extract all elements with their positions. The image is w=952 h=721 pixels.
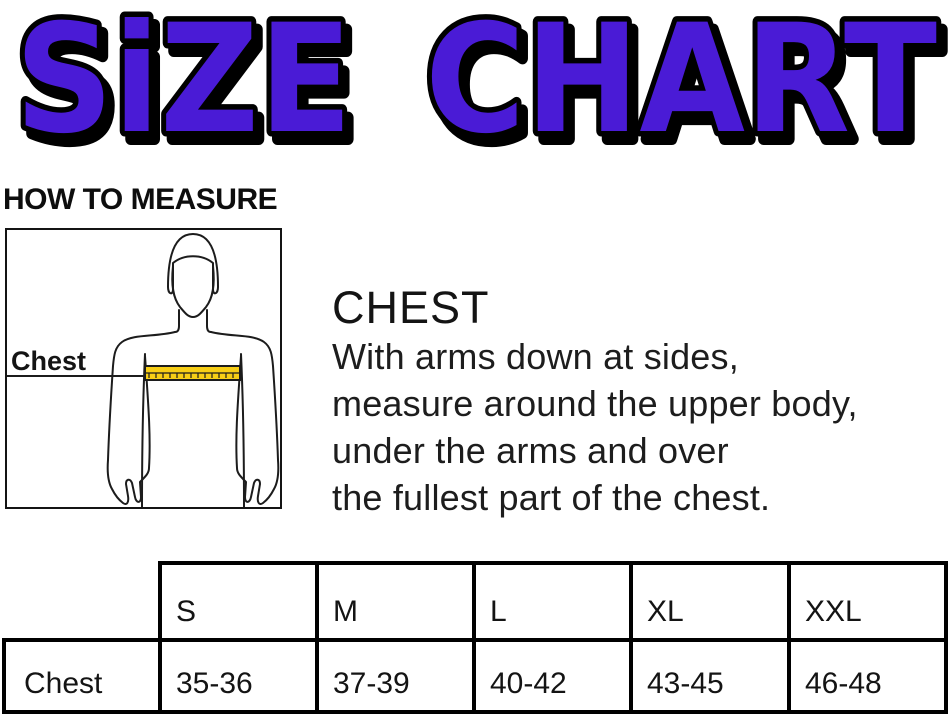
title-shadow: SiZE CHART [21,1,943,155]
chest-value-xxl: 46-48 [787,638,948,714]
figure-right-arm [210,331,280,506]
size-col-l: L [472,561,633,642]
chest-heading: CHEST [332,282,490,333]
instruction-line: measure around the upper body, [332,383,858,424]
instruction-line: under the arms and over [332,430,729,471]
instruction-line: With arms down at sides, [332,336,739,377]
size-table-chest-row: Chest 35-36 37-39 40-42 43-45 46-48 [2,638,948,714]
figure-hair [167,233,219,295]
diagram-chest-label: Chest [11,346,86,376]
page-title: SiZE CHART [15,0,937,155]
size-table-corner-cell [4,563,160,640]
instruction-line: the fullest part of the chest. [332,477,771,518]
how-to-measure-heading: HOW TO MEASURE [3,183,278,216]
figure-neck [174,309,212,333]
size-col-xl: XL [629,561,791,642]
size-table: S M L XL XXL Chest 35-36 37-39 40-42 43-… [2,561,948,714]
figure-face [171,265,215,318]
chest-value-xl: 43-45 [629,638,791,714]
figure-left-arm [106,331,176,506]
chest-instructions: CHEST With arms down at sides, measure a… [332,283,950,521]
chest-value-s: 35-36 [158,638,319,714]
measuring-tape-ticks [145,372,240,378]
size-table-header-row: S M L XL XXL [4,561,948,642]
size-col-xxl: XXL [787,561,948,642]
chest-row-label: Chest [2,638,162,714]
chest-value-m: 37-39 [315,638,476,714]
size-col-s: S [158,561,319,642]
measure-diagram-box: Chest [5,228,282,509]
chest-value-l: 40-42 [472,638,633,714]
torso-diagram: Chest [7,233,280,508]
title-art: SiZE CHART SiZE CHART [10,0,950,155]
size-col-m: M [315,561,476,642]
